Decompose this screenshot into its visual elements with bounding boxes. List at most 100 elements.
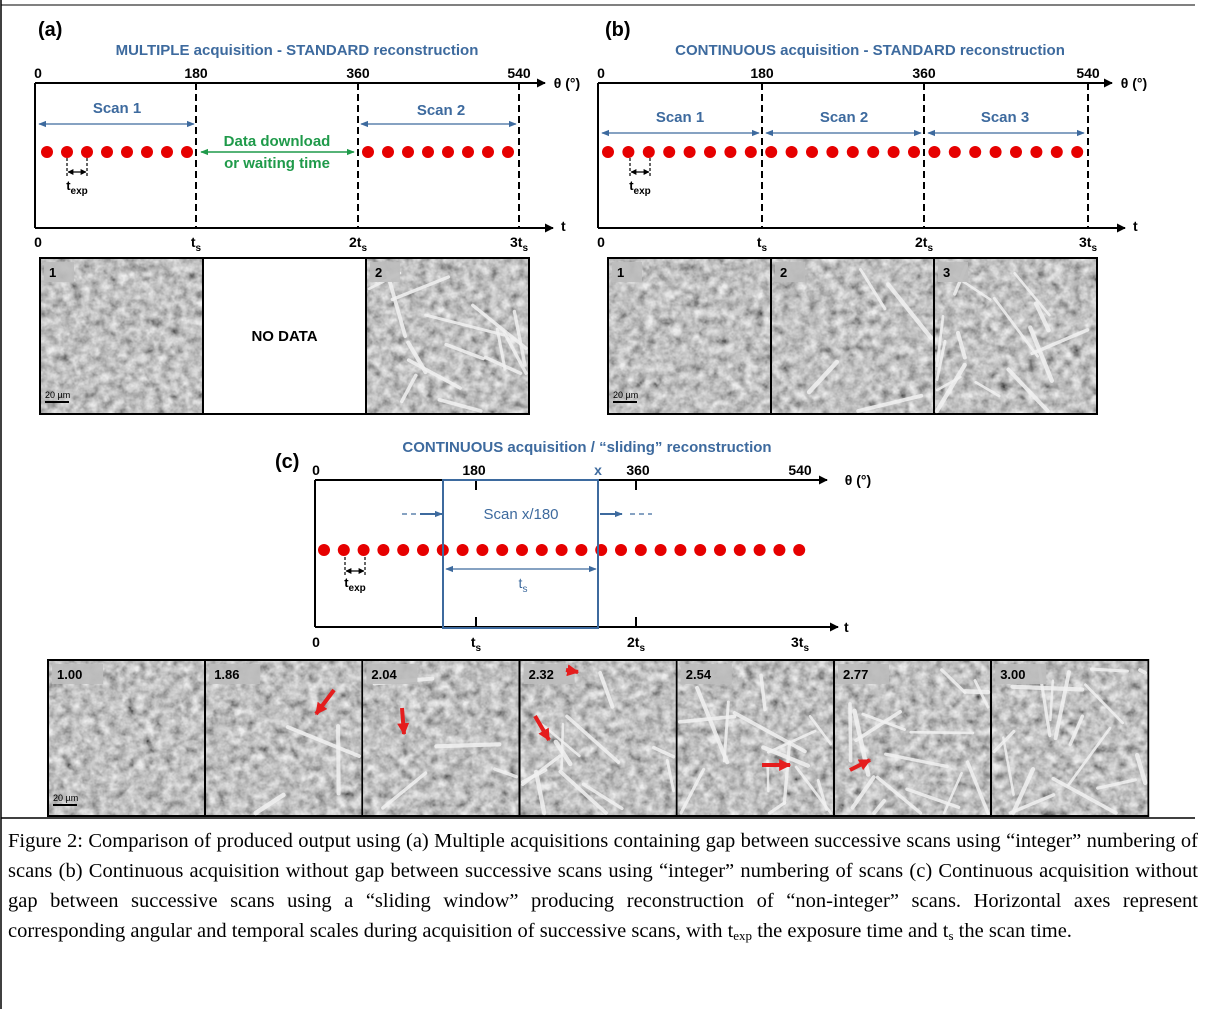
theta-tick-label: x bbox=[594, 462, 602, 478]
sample-dot bbox=[318, 544, 330, 556]
t-axis-label: t bbox=[844, 619, 849, 635]
sample-dot bbox=[382, 146, 394, 158]
sample-dot bbox=[674, 544, 686, 556]
texp-label: texp bbox=[629, 178, 651, 197]
sample-dot bbox=[181, 146, 193, 158]
sample-dot bbox=[502, 146, 514, 158]
sample-dot bbox=[575, 544, 587, 556]
image-label: 1 bbox=[617, 265, 624, 280]
image-label: 2.04 bbox=[371, 667, 397, 682]
pointer-arrow bbox=[402, 708, 404, 734]
sample-dot bbox=[476, 544, 488, 556]
fiber bbox=[1091, 669, 1127, 671]
sample-dot bbox=[745, 146, 757, 158]
sample-dot bbox=[655, 544, 667, 556]
sample-dot bbox=[990, 146, 1002, 158]
t-tick-label: 0 bbox=[34, 234, 42, 250]
theta-tick-label: 180 bbox=[184, 65, 208, 81]
sample-dot bbox=[928, 146, 940, 158]
sample-dot bbox=[422, 146, 434, 158]
image-label: 2 bbox=[780, 265, 787, 280]
label-sub: exp bbox=[349, 583, 366, 594]
fiber bbox=[562, 724, 563, 769]
label-sub: s bbox=[803, 643, 809, 654]
panel-label: (a) bbox=[38, 19, 62, 41]
sample-dot bbox=[734, 544, 746, 556]
image-label: 3.00 bbox=[1000, 667, 1025, 682]
sample-dot bbox=[704, 146, 716, 158]
theta-axis-label: θ (°) bbox=[554, 75, 580, 91]
theta-tick-label: 180 bbox=[462, 462, 486, 478]
t-tick-label: 2ts bbox=[627, 634, 645, 654]
caption-sub: exp bbox=[733, 928, 752, 943]
sample-dot bbox=[402, 146, 414, 158]
label-sub: s bbox=[927, 243, 933, 254]
sample-dot bbox=[556, 544, 568, 556]
label-sub: s bbox=[361, 243, 367, 254]
window-label: ts bbox=[519, 575, 528, 595]
panel-title: CONTINUOUS acquisition - STANDARD recons… bbox=[675, 42, 1065, 59]
t-tick-label: 2ts bbox=[915, 234, 933, 254]
sample-dot bbox=[663, 146, 675, 158]
scale-bar-label: 20 µm bbox=[613, 390, 638, 400]
theta-tick-label: 540 bbox=[1076, 65, 1100, 81]
sample-dot bbox=[786, 146, 798, 158]
micrograph: 2.04 bbox=[362, 660, 519, 816]
scan-label: Scan 2 bbox=[820, 109, 868, 126]
sample-dot bbox=[826, 146, 838, 158]
t-tick-label: ts bbox=[757, 234, 768, 254]
micrograph: 3 bbox=[934, 258, 1097, 414]
sample-dot bbox=[41, 146, 53, 158]
image-noise bbox=[772, 259, 933, 413]
sample-dot bbox=[867, 146, 879, 158]
t-tick-label: 0 bbox=[312, 634, 320, 650]
micrograph: 2.54 bbox=[677, 660, 834, 816]
sample-dot bbox=[1030, 146, 1042, 158]
micrograph: 2 bbox=[771, 258, 934, 414]
sample-dot bbox=[61, 146, 73, 158]
theta-tick-label: 180 bbox=[750, 65, 774, 81]
sample-dot bbox=[1071, 146, 1083, 158]
sample-dot bbox=[847, 146, 859, 158]
sample-dot bbox=[362, 146, 374, 158]
image-label: 1 bbox=[49, 265, 56, 280]
sample-dot bbox=[643, 146, 655, 158]
sample-dot bbox=[338, 544, 350, 556]
sample-dot bbox=[765, 146, 777, 158]
sample-dot bbox=[141, 146, 153, 158]
label-base: 3t bbox=[1079, 234, 1092, 250]
sample-dot bbox=[694, 544, 706, 556]
theta-tick-label: 360 bbox=[626, 462, 650, 478]
micrograph: 2.32 bbox=[520, 660, 677, 816]
image-noise bbox=[49, 661, 204, 815]
image-noise bbox=[678, 661, 833, 815]
sample-dot bbox=[1051, 146, 1063, 158]
image-label: 3 bbox=[943, 265, 950, 280]
micrograph: 3.00 bbox=[991, 660, 1148, 816]
label-base: 2t bbox=[915, 234, 928, 250]
sample-dot bbox=[806, 146, 818, 158]
t-tick-label: 3ts bbox=[791, 634, 809, 654]
label-base: 2t bbox=[627, 634, 640, 650]
gap-label: or waiting time bbox=[224, 155, 330, 172]
theta-tick-label: 360 bbox=[912, 65, 936, 81]
label-sub: s bbox=[639, 643, 645, 654]
label-sub: exp bbox=[71, 186, 88, 197]
sample-dot bbox=[622, 146, 634, 158]
label-sub: s bbox=[522, 243, 528, 254]
label-sub: exp bbox=[634, 186, 651, 197]
scan-label: Scan x/180 bbox=[483, 506, 558, 523]
image-label: 1.86 bbox=[214, 667, 239, 682]
pointer-arrow bbox=[566, 670, 578, 672]
no-data-label: NO DATA bbox=[251, 328, 317, 345]
scale-bar-label: 20 µm bbox=[53, 793, 78, 803]
caption: Figure 2: Comparison of produced output … bbox=[8, 826, 1198, 946]
sample-dot bbox=[714, 544, 726, 556]
theta-tick-label: 540 bbox=[788, 462, 812, 478]
t-axis-label: t bbox=[561, 218, 566, 234]
sample-dot bbox=[949, 146, 961, 158]
fiber bbox=[1012, 687, 1082, 690]
t-tick-label: 2ts bbox=[349, 234, 367, 254]
theta-tick-label: 540 bbox=[507, 65, 531, 81]
micrograph: 2.77 bbox=[834, 660, 991, 816]
